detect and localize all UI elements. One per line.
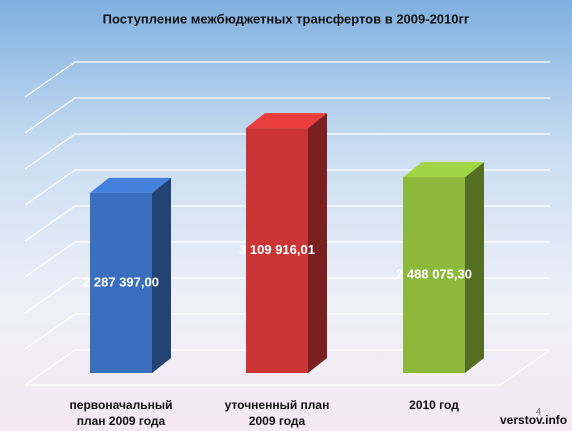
x-tick-label: первоначальный план 2009 года bbox=[69, 398, 173, 428]
page-number: 4 bbox=[536, 406, 541, 416]
grid-line bbox=[24, 133, 550, 170]
bar-top bbox=[246, 113, 327, 129]
bar-top bbox=[403, 162, 484, 178]
bar-front bbox=[90, 192, 152, 373]
bar-side bbox=[465, 162, 484, 373]
floor-edge bbox=[25, 349, 551, 386]
grid-line bbox=[24, 97, 550, 134]
plot: 2 287 397,00 3 109 916,01 2 488 075,30 bbox=[24, 61, 551, 386]
watermark: verstov.info bbox=[500, 413, 567, 427]
x-tick-label: уточненный план 2009 года bbox=[224, 398, 330, 428]
bar-front bbox=[246, 128, 308, 373]
value-label: 2 287 397,00 bbox=[83, 274, 159, 289]
value-label: 3 109 916,01 bbox=[239, 242, 315, 257]
grid-line bbox=[24, 277, 550, 314]
bar-front bbox=[403, 177, 465, 373]
grid-line bbox=[24, 313, 550, 350]
bar bbox=[90, 177, 171, 373]
value-label: 2 488 075,30 bbox=[396, 266, 472, 281]
bar-side bbox=[152, 177, 171, 373]
grid-line bbox=[24, 241, 550, 278]
grid-line bbox=[24, 61, 550, 98]
grid-line bbox=[24, 349, 550, 386]
grid-line bbox=[24, 205, 550, 242]
chart-title: Поступление межбюджетных трансфертов в 2… bbox=[103, 11, 470, 26]
x-tick-label: 2010 год bbox=[409, 398, 459, 412]
bar bbox=[246, 113, 327, 373]
bar-side bbox=[308, 113, 327, 373]
grid-line bbox=[24, 169, 550, 206]
bar bbox=[403, 162, 484, 373]
bar-top bbox=[90, 177, 171, 193]
